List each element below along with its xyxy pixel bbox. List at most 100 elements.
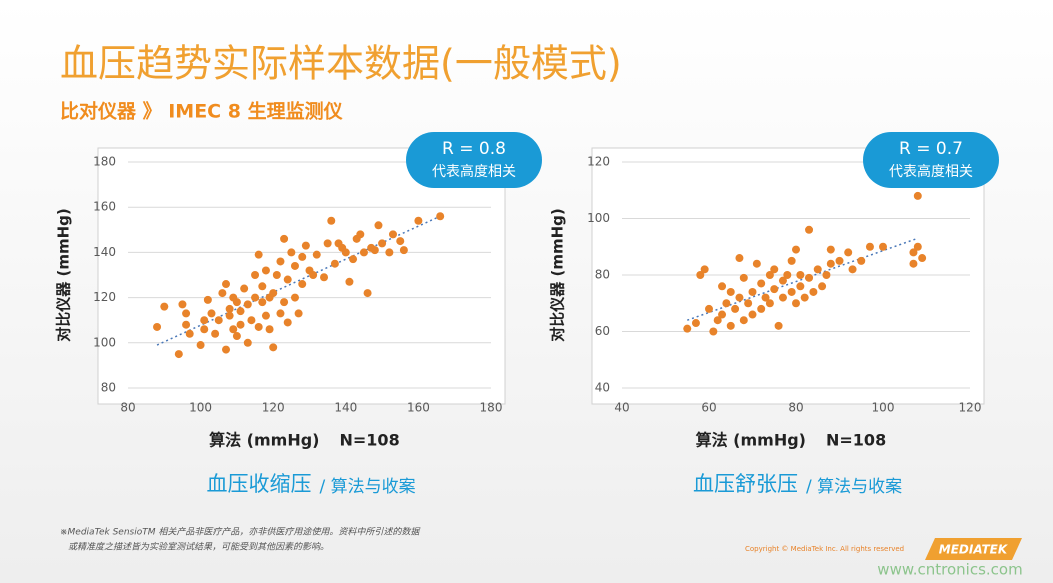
scatter-point <box>261 311 270 320</box>
scatter-point <box>254 322 263 331</box>
scatter-point <box>185 329 194 338</box>
y-tick-label: 160 <box>93 200 116 214</box>
y-tick-label: 80 <box>595 268 610 282</box>
y-tick-label: 60 <box>595 324 610 338</box>
watermark: www.cntronics.com <box>877 561 1022 579</box>
scatter-point <box>196 341 205 350</box>
scatter-point <box>225 311 234 320</box>
scatter-point <box>822 271 831 279</box>
x-tick-label: 60 <box>701 401 716 415</box>
scatter-point <box>236 320 245 329</box>
scatter-point <box>726 321 735 330</box>
scatter-point <box>800 293 809 302</box>
scatter-point <box>705 304 713 313</box>
scatter-point <box>713 316 722 325</box>
scatter-point <box>399 246 408 255</box>
scatter-point <box>363 289 372 298</box>
scatter-point <box>280 234 289 243</box>
annotation-text: R = 0.8 <box>442 139 506 159</box>
scatter-point <box>247 316 256 325</box>
scatter-point <box>280 298 289 307</box>
scatter-point <box>330 259 339 268</box>
scatter-point <box>796 282 805 291</box>
scatter-point <box>341 248 350 257</box>
copyright: Copyright © MediaTek Inc. All rights res… <box>745 545 904 553</box>
scatter-point <box>251 271 260 279</box>
scatter-point <box>298 252 307 261</box>
scatter-point <box>320 273 329 282</box>
scatter-point <box>765 299 774 308</box>
scatter-point <box>232 298 241 307</box>
x-axis-label: 算法 (mmHg) <box>209 431 319 450</box>
scatter-point <box>857 256 866 265</box>
scatter-point <box>182 309 191 318</box>
y-axis-label: 对比仪器 (mmHg) <box>55 208 73 341</box>
scatter-point <box>709 327 718 336</box>
scatter-point <box>290 293 299 302</box>
scatter-point <box>200 316 209 325</box>
scatter-point <box>913 242 922 251</box>
x-tick-label: 100 <box>189 401 212 415</box>
scatter-point <box>374 221 383 230</box>
scatter-point <box>757 304 766 313</box>
y-tick-label: 40 <box>595 381 610 395</box>
scatter-point <box>844 248 853 257</box>
scatter-point <box>312 250 321 259</box>
scatter-point <box>835 256 844 265</box>
scatter-point <box>774 321 783 330</box>
logo: MEDIATEK <box>939 543 1009 557</box>
logo-shape <box>925 538 1022 560</box>
caption: 血压收缩压 <box>207 472 312 496</box>
scatter-point <box>787 256 796 265</box>
sample-size: N=108 <box>340 431 400 450</box>
scatter-point <box>203 295 212 304</box>
scatter-point <box>909 259 918 268</box>
scatter-point <box>160 302 169 311</box>
scatter-point <box>269 343 278 352</box>
x-tick-label: 160 <box>407 401 430 415</box>
scatter-point <box>700 265 709 274</box>
scatter-point <box>761 293 770 302</box>
x-axis-label: 算法 (mmHg) <box>696 431 806 450</box>
y-tick-label: 120 <box>587 155 610 169</box>
scatter-point <box>770 265 779 274</box>
scatter-point <box>290 261 299 270</box>
scatter-point <box>378 239 387 248</box>
footnote: 或精准度之描述皆为实验室测试结果，可能受到其他因素的影响。 <box>68 542 329 553</box>
scatter-point <box>826 259 835 268</box>
scatter-point <box>229 325 238 334</box>
scatter-point <box>240 284 249 293</box>
annotation-bubble <box>863 132 999 188</box>
x-tick-label: 80 <box>120 401 135 415</box>
scatter-point <box>283 318 292 327</box>
x-tick-label: 140 <box>334 401 357 415</box>
scatter-point <box>787 287 796 296</box>
annotation-bubble <box>406 132 542 188</box>
scatter-point <box>696 271 705 279</box>
x-tick-label: 100 <box>872 401 895 415</box>
y-tick-label: 140 <box>93 245 116 259</box>
scatter-point <box>909 248 918 257</box>
scatter-point <box>396 237 405 246</box>
scatter-point <box>298 280 307 289</box>
scatter-point <box>178 300 187 309</box>
scatter-point <box>276 309 285 318</box>
scatter-point <box>726 287 735 296</box>
sample-size: N=108 <box>826 431 886 450</box>
x-tick-label: 180 <box>480 401 503 415</box>
scatter-point <box>294 309 303 318</box>
caption-sub: / 算法与收案 <box>320 477 416 497</box>
scatter-point <box>200 325 209 334</box>
caption-sub: / 算法与收案 <box>806 477 902 497</box>
scatter-point <box>744 299 753 308</box>
scatter-point <box>778 293 787 302</box>
scatter-point <box>718 310 727 319</box>
scatter-point <box>207 309 216 318</box>
plot-frame <box>97 147 506 405</box>
scatter-point <box>414 216 423 225</box>
scatter-point <box>913 191 922 200</box>
scatter-point <box>218 289 227 298</box>
scatter-point <box>778 276 787 285</box>
scatter-point <box>251 293 260 302</box>
